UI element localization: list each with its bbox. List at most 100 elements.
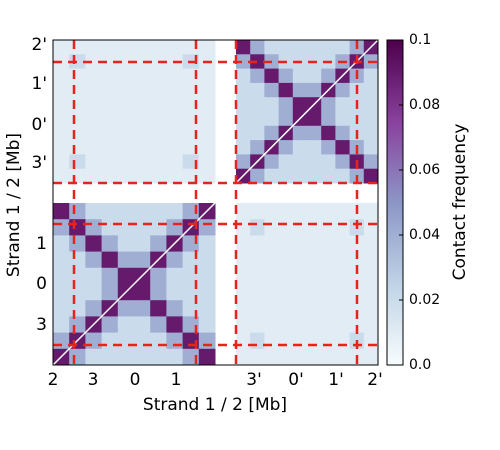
heatmap-cell bbox=[250, 111, 265, 127]
heatmap-cell bbox=[250, 267, 265, 285]
heatmap-cell bbox=[69, 111, 86, 127]
heatmap-cell bbox=[101, 154, 119, 170]
heatmap-cell bbox=[53, 235, 70, 253]
heatmap-cell bbox=[53, 168, 70, 184]
heatmap-cell bbox=[85, 284, 103, 301]
heatmap-cell bbox=[363, 300, 379, 317]
heatmap-cell bbox=[150, 111, 167, 127]
heatmap-cell bbox=[101, 332, 119, 350]
heatmap-cell bbox=[198, 125, 216, 141]
heatmap-cell bbox=[198, 40, 216, 55]
heatmap-cell bbox=[307, 267, 322, 285]
heatmap-cell bbox=[321, 332, 336, 350]
heatmap-cell bbox=[236, 125, 251, 141]
heatmap-cell bbox=[53, 300, 70, 317]
heatmap-cell bbox=[363, 125, 379, 141]
y-tick-label: 0 bbox=[36, 274, 47, 294]
heatmap-cell bbox=[236, 235, 251, 253]
heatmap-cell bbox=[307, 316, 322, 334]
heatmap-cell bbox=[166, 316, 184, 334]
heatmap-cell bbox=[134, 332, 151, 350]
heatmap-cell bbox=[166, 40, 184, 55]
overlay bbox=[52, 39, 379, 366]
heatmap-cell bbox=[134, 82, 151, 98]
heatmap-cell bbox=[198, 68, 216, 84]
heatmap-cell bbox=[264, 300, 280, 317]
heatmap-cell bbox=[321, 68, 336, 84]
heatmap-cell bbox=[101, 251, 119, 269]
colorbar-tick-label: 0.0 bbox=[409, 357, 431, 373]
heatmap-cell bbox=[250, 54, 265, 70]
heatmap-cell bbox=[264, 68, 280, 84]
heatmap-cell bbox=[292, 154, 308, 170]
heatmap-cell bbox=[198, 300, 216, 317]
heatmap-cell bbox=[250, 300, 265, 317]
heatmap-cell bbox=[101, 97, 119, 112]
heatmap-cell bbox=[264, 40, 280, 55]
heatmap-cell bbox=[85, 203, 103, 220]
heatmap-cell bbox=[150, 316, 167, 334]
heatmap-cell bbox=[321, 111, 336, 127]
heatmap-cell bbox=[292, 40, 308, 55]
colorbar-label: Contact frequency bbox=[450, 124, 470, 281]
diagonal bbox=[235, 39, 379, 184]
heatmap-cell bbox=[117, 219, 135, 236]
heatmap-cell bbox=[307, 140, 322, 155]
heatmap-cell bbox=[166, 348, 184, 366]
heatmap-cell bbox=[53, 125, 70, 141]
heatmap-cell bbox=[278, 40, 294, 55]
heatmap-cell bbox=[278, 300, 294, 317]
heatmap-cell bbox=[150, 300, 167, 317]
heatmap-cell bbox=[264, 251, 280, 269]
heatmap-cell bbox=[101, 54, 119, 70]
heatmap-cell bbox=[166, 111, 184, 127]
heatmap-cell bbox=[264, 97, 280, 112]
heatmap-cell bbox=[264, 125, 280, 141]
heatmap-cell bbox=[335, 235, 351, 253]
heatmap-cell bbox=[335, 348, 351, 366]
heatmap-cell bbox=[278, 168, 294, 184]
heatmap-cell bbox=[335, 154, 351, 170]
heatmap-cell bbox=[166, 203, 184, 220]
heatmap-cell bbox=[85, 235, 103, 253]
heatmap-cell bbox=[236, 40, 251, 55]
heatmap-cell bbox=[69, 203, 86, 220]
heatmap-cell bbox=[134, 203, 151, 220]
heatmap-cell bbox=[264, 203, 280, 220]
heatmap-cell bbox=[85, 251, 103, 269]
heatmap-cell bbox=[101, 235, 119, 253]
heatmap-cell bbox=[278, 332, 294, 350]
heatmap-cell bbox=[53, 40, 70, 55]
heatmap-cell bbox=[307, 332, 322, 350]
heatmap-cell bbox=[363, 140, 379, 155]
y-tick-label: 2' bbox=[32, 35, 48, 55]
heatmap-cell bbox=[85, 154, 103, 170]
colorbar bbox=[386, 39, 404, 366]
heatmap-cell bbox=[292, 125, 308, 141]
heatmap-cell bbox=[236, 97, 251, 112]
heatmap-cell bbox=[250, 348, 265, 366]
x-tick-label: 3 bbox=[88, 370, 99, 390]
heatmap-cell bbox=[85, 68, 103, 84]
heatmap-cell bbox=[363, 82, 379, 98]
heatmap-cell bbox=[85, 332, 103, 350]
heatmap-cell bbox=[101, 68, 119, 84]
heatmap-cell bbox=[117, 267, 135, 285]
heatmap-cell bbox=[236, 68, 251, 84]
heatmap-cell bbox=[363, 111, 379, 127]
heatmap-cell bbox=[307, 235, 322, 253]
heatmap-cell bbox=[134, 125, 151, 141]
heatmap-cell bbox=[198, 332, 216, 350]
heatmap-cell bbox=[349, 267, 365, 285]
heatmap-cell bbox=[236, 251, 251, 269]
heatmap-cell bbox=[85, 267, 103, 285]
heatmap-cell bbox=[292, 251, 308, 269]
heatmap-cell bbox=[363, 203, 379, 220]
x-tick-label: 0' bbox=[288, 370, 304, 390]
heatmap-cell bbox=[292, 203, 308, 220]
heatmap-cell bbox=[264, 168, 280, 184]
heatmap-cell bbox=[292, 284, 308, 301]
heatmap-cell bbox=[292, 235, 308, 253]
heatmap-cell bbox=[117, 348, 135, 366]
heatmap-cell bbox=[335, 140, 351, 155]
